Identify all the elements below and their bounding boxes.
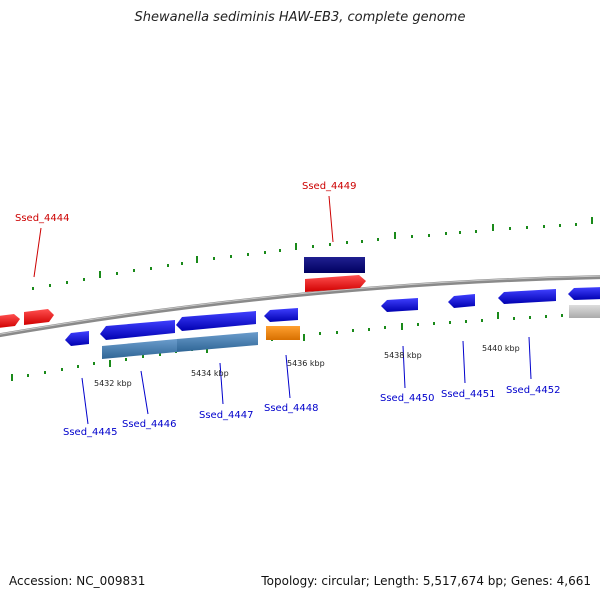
- gene-arrow-ssed-4450[interactable]: [381, 298, 418, 312]
- gene-label-ssed-4446: Ssed_4446: [122, 419, 177, 430]
- gene-label-ssed-4451: Ssed_4451: [441, 389, 496, 400]
- topology-text: Topology: circular; Length: 5,517,674 bp…: [261, 574, 591, 588]
- accession-text: Accession: NC_009831: [9, 574, 146, 588]
- upper-tick-ring: [32, 217, 593, 290]
- grey-block-right-edge[interactable]: [569, 305, 600, 318]
- gene-label-ssed-4448: Ssed_4448: [264, 403, 319, 414]
- scale-label: 5434 kbp: [191, 369, 229, 378]
- orange-block-ssed-4448[interactable]: [266, 326, 300, 340]
- gene-arrow-left-edge[interactable]: [0, 314, 20, 328]
- gene-arrow-right-edge[interactable]: [568, 287, 600, 300]
- gene-arrow-ssed-4448[interactable]: [264, 308, 298, 322]
- gene-label-ssed-4447: Ssed_4447: [199, 410, 254, 421]
- gene-arrow-ssed-4449[interactable]: [305, 275, 366, 292]
- label-leaders: [33, 195, 532, 425]
- gene-label-ssed-4444: Ssed_4444: [15, 213, 70, 224]
- scale-label: 5440 kbp: [482, 344, 520, 353]
- gene-arrow-ssed-4445[interactable]: [65, 331, 89, 346]
- forward-genes: [0, 257, 366, 328]
- scale-label: 5436 kbp: [287, 359, 325, 368]
- rna-block-ssed-4446[interactable]: [102, 339, 177, 359]
- gene-arrow-ssed-4446[interactable]: [100, 320, 175, 340]
- gene-arrow-ssed-4451[interactable]: [448, 294, 475, 308]
- gene-arrow-ssed-4452[interactable]: [498, 289, 556, 304]
- gene-arrow-ssed-4447[interactable]: [176, 311, 256, 331]
- gene-label-ssed-4449: Ssed_4449: [302, 181, 357, 192]
- rna-block-ssed-4447[interactable]: [177, 332, 258, 352]
- gene-label-ssed-4452: Ssed_4452: [506, 385, 561, 396]
- scale-label: 5432 kbp: [94, 379, 132, 388]
- scale-label: 5438 kbp: [384, 351, 422, 360]
- gene-label-ssed-4445: Ssed_4445: [63, 427, 118, 438]
- reverse-genes: [65, 287, 600, 359]
- rna-block-navy[interactable]: [304, 257, 365, 273]
- gene-arrow-ssed-4444[interactable]: [24, 309, 54, 325]
- gene-label-ssed-4450: Ssed_4450: [380, 393, 435, 404]
- genome-backbone: [0, 275, 600, 338]
- map-title: Shewanella sediminis HAW-EB3, complete g…: [134, 10, 466, 25]
